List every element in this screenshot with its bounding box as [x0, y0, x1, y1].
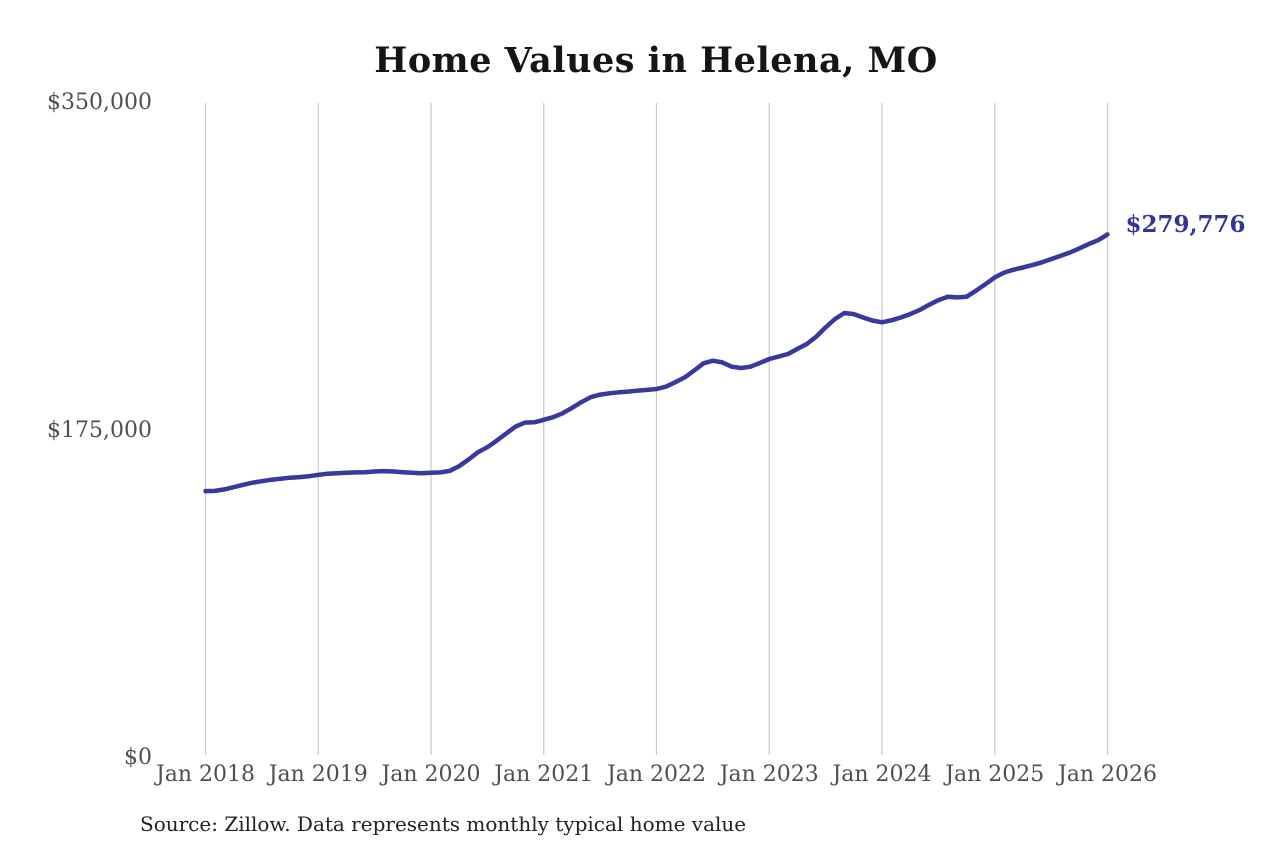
chart-title: Home Values in Helena, MO	[374, 40, 938, 81]
x-tick-label: Jan 2021	[494, 762, 594, 787]
x-tick-label: Jan 2025	[945, 762, 1045, 787]
end-value-label: $279,776	[1125, 211, 1246, 239]
x-tick-label: Jan 2026	[1057, 762, 1158, 787]
x-tick-label: Jan 2020	[381, 762, 481, 787]
home-value-line	[203, 232, 1110, 494]
source-note: Source: Zillow. Data represents monthly …	[140, 812, 747, 836]
x-tick-label: Jan 2018	[155, 762, 256, 787]
x-tick-label: Jan 2024	[832, 762, 932, 787]
y-tick-label: $0	[124, 745, 152, 770]
y-tick-label: $350,000	[47, 90, 152, 115]
y-tick-label: $175,000	[47, 417, 152, 443]
x-tick-label: Jan 2023	[719, 762, 819, 787]
x-tick-label: Jan 2022	[606, 762, 707, 787]
x-tick-label: Jan 2019	[268, 762, 368, 787]
